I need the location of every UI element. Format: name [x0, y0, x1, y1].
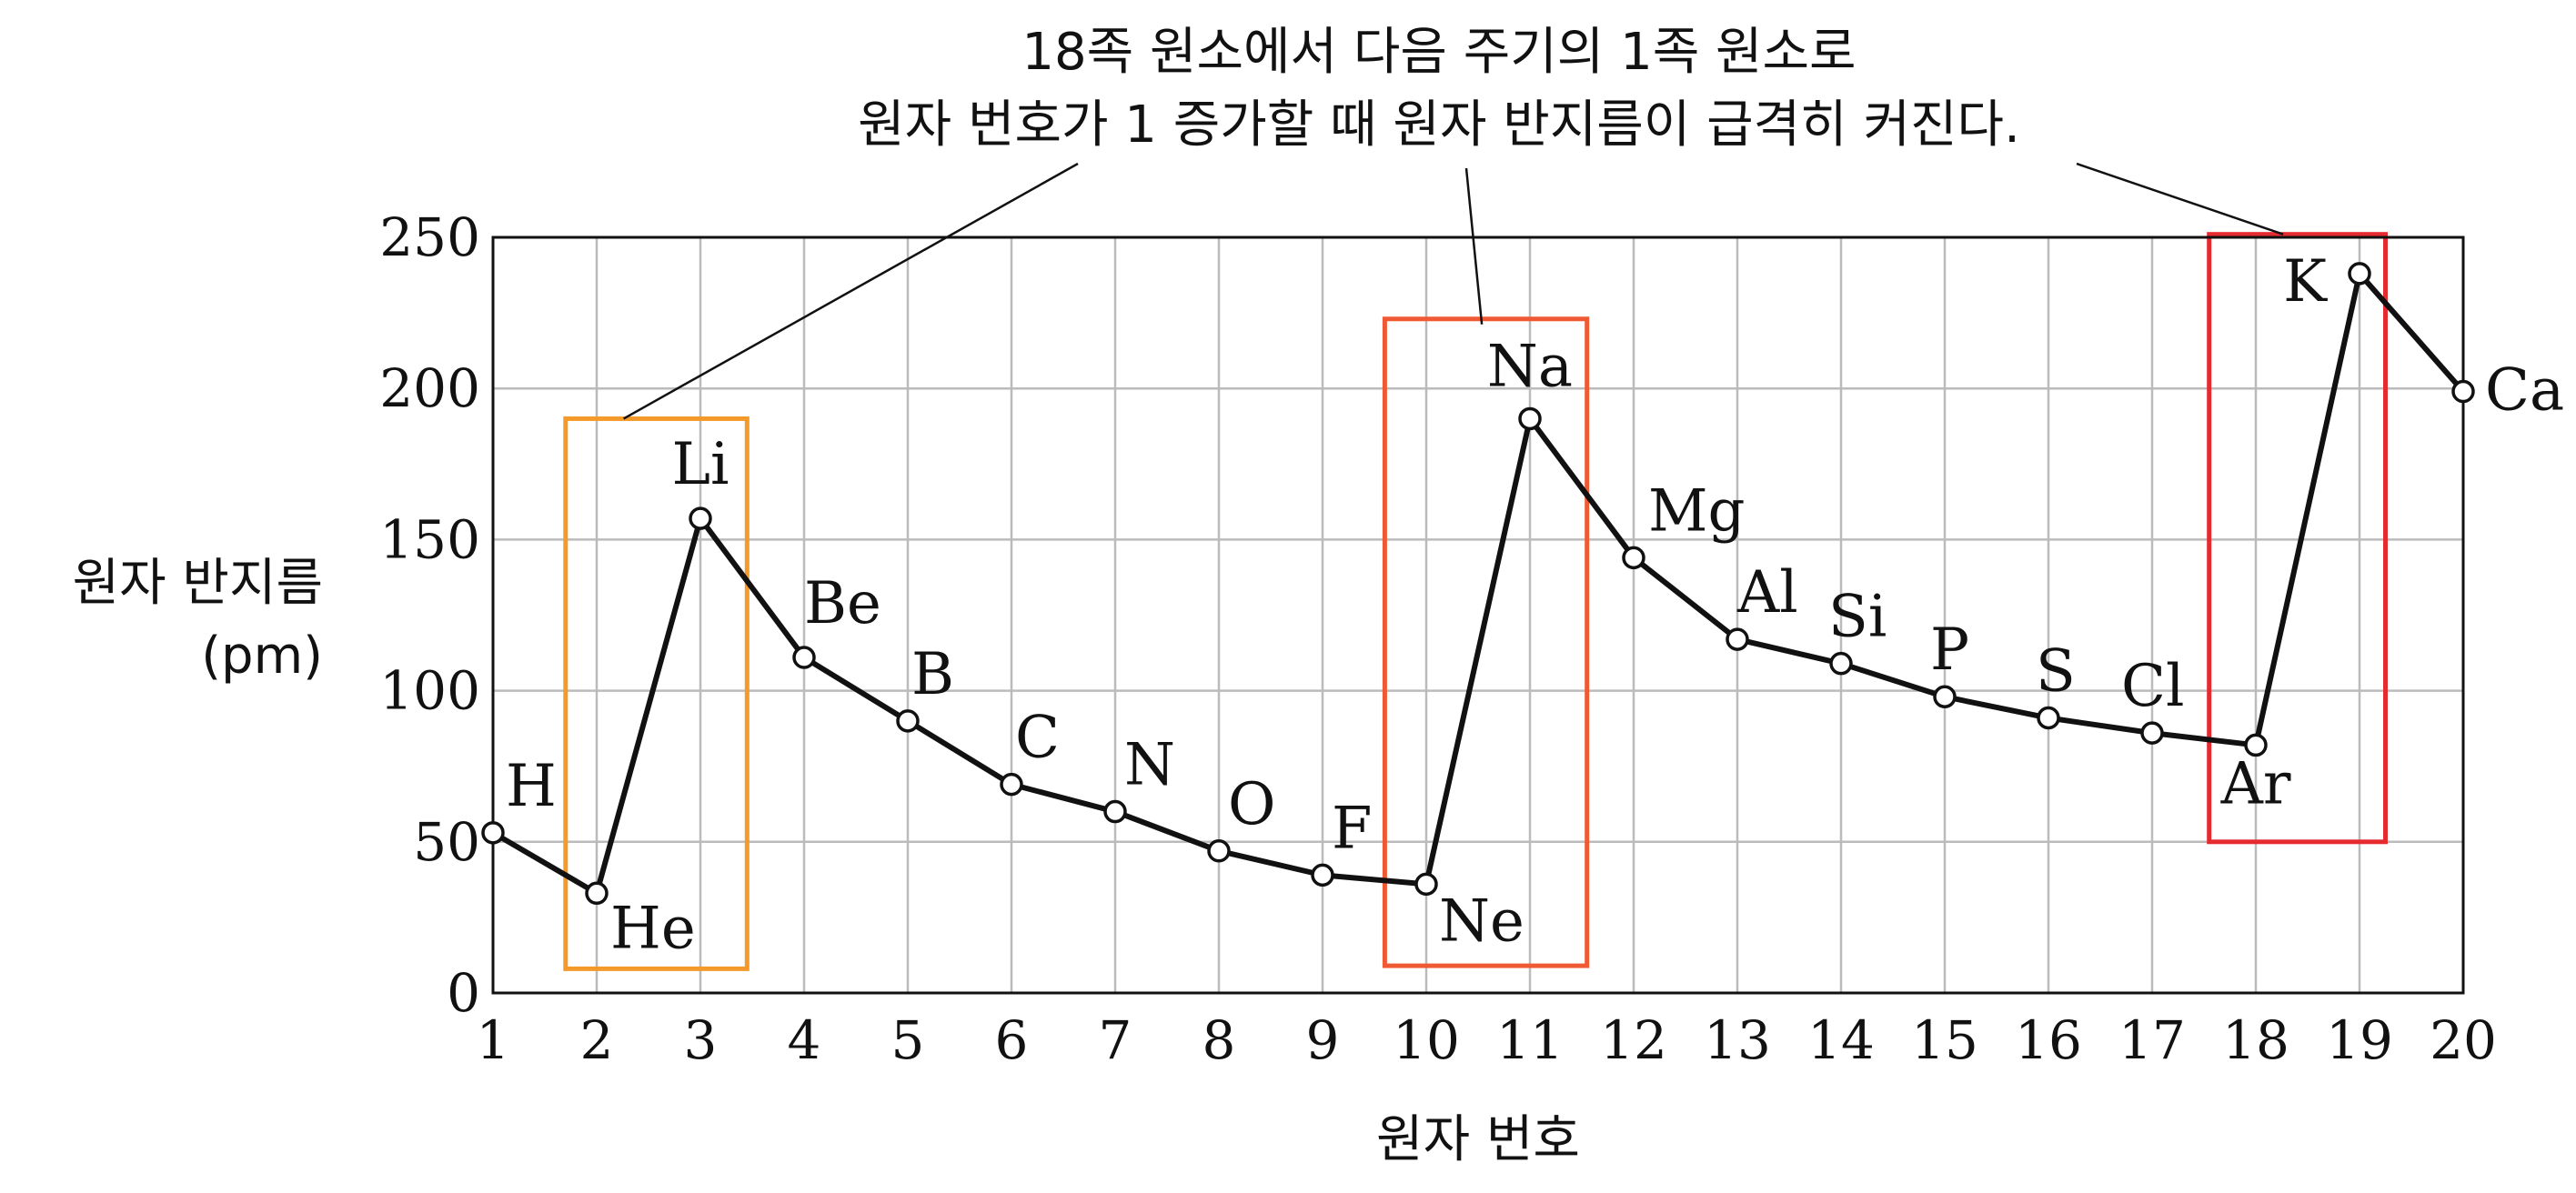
- data-point-He: [585, 881, 609, 906]
- y-tick-label-100: 100: [379, 660, 480, 722]
- element-label-Si: Si: [1828, 584, 1887, 651]
- element-label-Na: Na: [1487, 333, 1573, 400]
- element-label-K: K: [2283, 248, 2328, 316]
- element-label-S: S: [2036, 638, 2076, 706]
- data-point-Mg: [1622, 546, 1645, 570]
- x-tick-label-7: 7: [1099, 1009, 1132, 1071]
- x-tick-label-19: 19: [2326, 1009, 2393, 1071]
- x-axis-label: 원자 번호: [1376, 1110, 1580, 1169]
- x-tick-label-4: 4: [788, 1009, 821, 1071]
- element-label-F: F: [1332, 795, 1372, 862]
- x-tick-label-18: 18: [2222, 1009, 2289, 1071]
- x-tick-label-3: 3: [684, 1009, 718, 1071]
- data-point-Ne: [1414, 872, 1438, 897]
- data-point-Na: [1518, 406, 1542, 431]
- data-points: [481, 262, 2475, 906]
- annotation-leaders: [623, 162, 2284, 420]
- element-label-Ar: Ar: [2220, 750, 2291, 817]
- data-point-F: [1311, 863, 1334, 887]
- axis-ticks: 1 2 3 4 5 6 7 8 9 10 11 12 13 14 15 16 17 18 19 20050100150…: [379, 206, 2497, 1071]
- annotation-line-1: 18족 원소에서 다음 주기의 1족 원소로: [1021, 23, 1856, 82]
- leader-line-1: [623, 162, 1079, 420]
- data-point-Li: [689, 506, 712, 530]
- element-label-B: B: [911, 641, 954, 708]
- data-point-Al: [1726, 627, 1749, 651]
- x-tick-label-8: 8: [1202, 1009, 1236, 1071]
- highlight-box-3: [2207, 232, 2388, 845]
- element-label-Cl: Cl: [2121, 653, 2184, 720]
- highlight-box-1: [563, 416, 750, 971]
- data-point-O: [1207, 839, 1231, 863]
- x-tick-label-20: 20: [2430, 1009, 2497, 1071]
- x-tick-label-6: 6: [995, 1009, 1029, 1071]
- element-label-Ne: Ne: [1439, 887, 1524, 955]
- x-tick-label-2: 2: [580, 1009, 614, 1071]
- data-point-Ar: [2244, 733, 2268, 757]
- element-label-Mg: Mg: [1648, 477, 1746, 545]
- leader-line-2: [1464, 167, 1484, 325]
- element-label-H: H: [506, 753, 557, 820]
- y-tick-label-0: 0: [447, 962, 480, 1024]
- atomic-radius-line: [491, 270, 2466, 897]
- element-label-P: P: [1930, 617, 1969, 684]
- element-label-N: N: [1124, 732, 1175, 799]
- element-label-O: O: [1228, 771, 1275, 838]
- data-point-S: [2037, 706, 2060, 730]
- element-label-Li: Li: [672, 431, 730, 498]
- series-line: [491, 270, 2466, 897]
- y-axis-unit: (pm): [201, 627, 323, 686]
- element-label-Al: Al: [1736, 559, 1798, 627]
- plot-frame: [491, 236, 2465, 995]
- data-point-Ca: [2451, 379, 2475, 404]
- element-label-Ca: Ca: [2485, 357, 2564, 425]
- y-tick-label-50: 50: [413, 811, 480, 873]
- element-label-Be: Be: [804, 570, 881, 637]
- x-tick-label-9: 9: [1306, 1009, 1340, 1071]
- data-point-N: [1103, 799, 1127, 824]
- data-point-Cl: [2140, 721, 2164, 745]
- data-point-Be: [792, 646, 816, 669]
- y-tick-label-200: 200: [379, 357, 480, 419]
- x-tick-label-16: 16: [2015, 1009, 2082, 1071]
- grid: [493, 237, 2463, 993]
- data-point-B: [896, 709, 920, 733]
- x-tick-label-14: 14: [1807, 1009, 1875, 1071]
- x-tick-label-11: 11: [1496, 1009, 1564, 1071]
- y-tick-label-250: 250: [379, 206, 480, 268]
- x-tick-label-17: 17: [2118, 1009, 2186, 1071]
- leader-line-3: [2076, 162, 2284, 236]
- annotation-line-2: 원자 번호가 1 증가할 때 원자 반지름이 급격히 커진다.: [858, 95, 2020, 155]
- x-tick-label-10: 10: [1393, 1009, 1460, 1071]
- highlight-box-2: [1382, 316, 1590, 968]
- x-tick-label-13: 13: [1704, 1009, 1771, 1071]
- data-point-K: [2348, 262, 2371, 286]
- y-tick-label-150: 150: [379, 508, 480, 570]
- x-tick-label-1: 1: [477, 1009, 510, 1071]
- x-tick-label-12: 12: [1600, 1009, 1667, 1071]
- x-tick-label-15: 15: [1911, 1009, 1978, 1071]
- x-tick-label-5: 5: [891, 1009, 925, 1071]
- data-point-H: [481, 821, 505, 845]
- highlight-boxes: [563, 232, 2388, 971]
- data-point-C: [1000, 772, 1023, 797]
- element-label-C: C: [1015, 705, 1060, 772]
- element-label-He: He: [610, 895, 696, 962]
- plot-border: [491, 236, 2465, 995]
- y-axis-label: 원자 반지름: [73, 554, 323, 613]
- element-labels: H He Li Be BC NO F Ne Na Mg Al Si P S Cl Ar K Ca: [506, 248, 2564, 962]
- data-point-P: [1933, 685, 1957, 708]
- data-point-Si: [1829, 651, 1853, 676]
